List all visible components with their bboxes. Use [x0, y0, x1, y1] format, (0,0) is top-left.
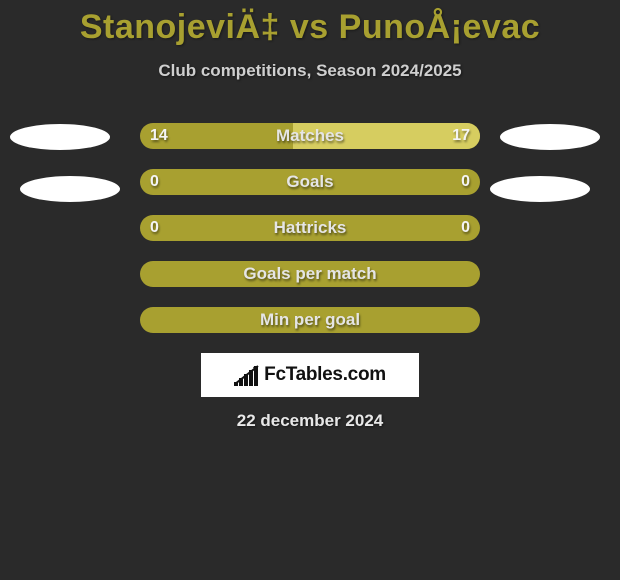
stat-row: 0 0 Goals	[0, 159, 620, 205]
logo-text: FcTables.com	[264, 364, 386, 386]
stat-row: Goals per match	[0, 251, 620, 297]
stat-label: Min per goal	[260, 310, 360, 330]
stat-label: Matches	[276, 126, 344, 146]
comparison-subtitle: Club competitions, Season 2024/2025	[0, 61, 620, 81]
stat-label: Goals	[286, 172, 333, 192]
stat-value-right: 0	[461, 173, 470, 191]
stat-value-right: 0	[461, 219, 470, 237]
stat-row: 14 17 Matches	[0, 113, 620, 159]
stat-row: 0 0 Hattricks	[0, 205, 620, 251]
stat-label: Hattricks	[274, 218, 347, 238]
stat-value-left: 0	[150, 173, 159, 191]
comparison-title: StanojeviÄ‡ vs PunoÅ¡evac	[0, 0, 620, 47]
stat-value-left: 14	[150, 127, 168, 145]
stat-row: Min per goal	[0, 297, 620, 343]
bar-chart-icon	[234, 364, 260, 386]
stat-value-right: 17	[452, 127, 470, 145]
stat-label: Goals per match	[243, 264, 376, 284]
fctables-logo: FcTables.com	[201, 353, 419, 397]
snapshot-date: 22 december 2024	[0, 411, 620, 431]
stat-value-left: 0	[150, 219, 159, 237]
stats-rows: 14 17 Matches 0 0 Goals 0 0 Hattricks Goals per m…	[0, 113, 620, 343]
